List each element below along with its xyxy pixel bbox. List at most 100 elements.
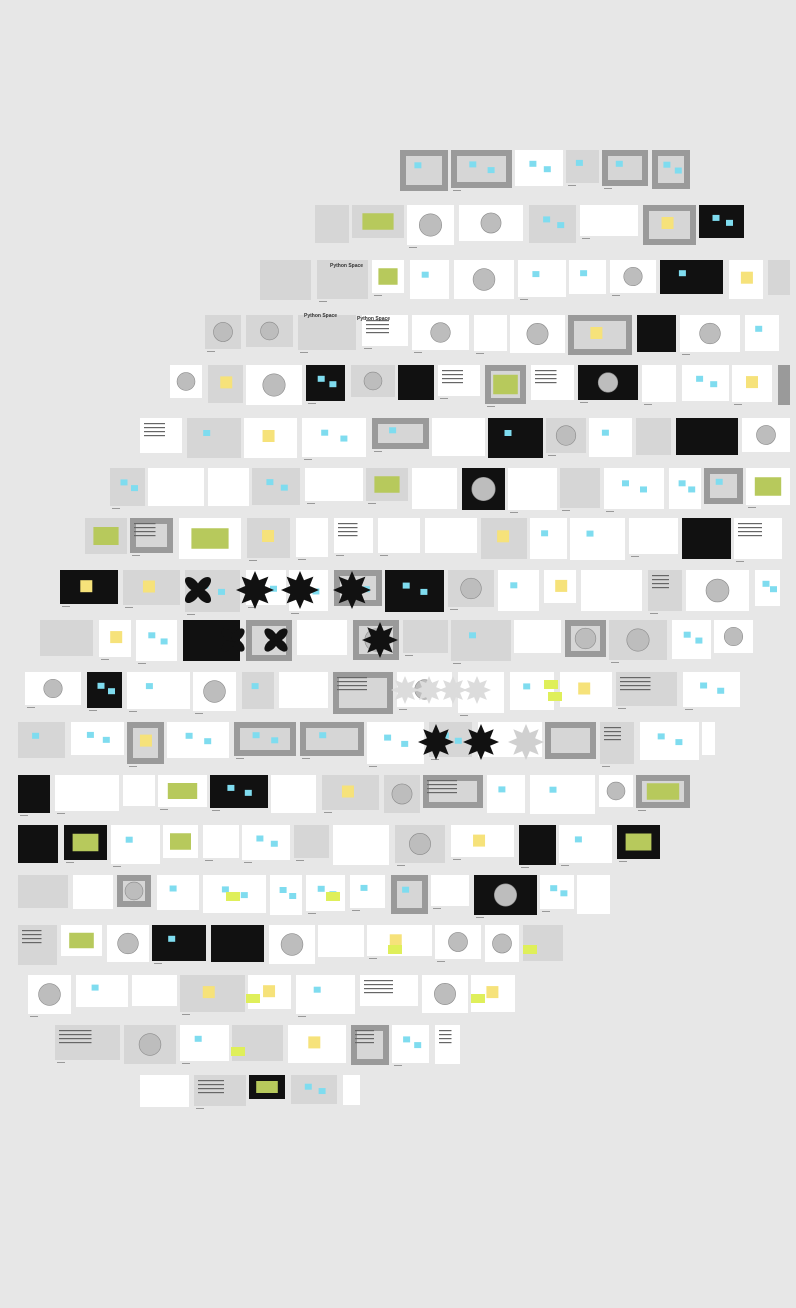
sticky-note bbox=[321, 429, 329, 436]
slide-thumbnail bbox=[636, 775, 690, 811]
sticky-note bbox=[675, 739, 683, 746]
text-line bbox=[535, 370, 557, 372]
frame-label bbox=[298, 1016, 306, 1017]
frame-label bbox=[368, 503, 376, 504]
dot-sphere-image bbox=[492, 933, 512, 954]
slide-frame bbox=[778, 365, 790, 405]
slide-thumbnail bbox=[246, 315, 293, 347]
slide-thumbnail bbox=[136, 620, 177, 664]
slide-frame bbox=[343, 1075, 360, 1105]
sticky-note bbox=[341, 785, 354, 798]
text-line bbox=[59, 1042, 92, 1044]
slide-frame bbox=[40, 620, 93, 656]
star-shape-icon bbox=[463, 724, 499, 760]
frame-label bbox=[187, 614, 195, 615]
dot-sphere-image bbox=[138, 1033, 162, 1056]
dot-sphere-image bbox=[434, 983, 456, 1005]
slide-thumbnail bbox=[249, 1075, 285, 1099]
sticky-note bbox=[384, 734, 392, 741]
slide-frame bbox=[132, 975, 177, 1006]
slide-thumbnail bbox=[566, 150, 599, 186]
slide-thumbnail bbox=[395, 825, 445, 866]
sticky-note bbox=[746, 376, 758, 389]
slide-thumbnail bbox=[435, 1025, 460, 1064]
slide-thumbnail bbox=[296, 518, 328, 560]
frame-label bbox=[405, 655, 413, 656]
text-line bbox=[427, 788, 457, 790]
text-line bbox=[620, 681, 651, 683]
slide-thumbnail bbox=[158, 775, 207, 810]
slide-thumbnail bbox=[302, 418, 366, 460]
sticky-note bbox=[220, 376, 233, 389]
dot-sphere-image bbox=[280, 933, 304, 956]
slide-thumbnail bbox=[248, 975, 291, 1009]
sticky-note bbox=[139, 734, 152, 747]
slide-thumbnail bbox=[602, 150, 648, 189]
petal bbox=[196, 576, 212, 592]
slide-thumbnail bbox=[778, 365, 790, 405]
frame-label bbox=[298, 559, 306, 560]
star-body bbox=[333, 571, 371, 609]
sticky-note bbox=[688, 486, 696, 493]
sticky-note bbox=[402, 886, 410, 893]
slide-thumbnail bbox=[157, 875, 199, 910]
sticky-note bbox=[715, 478, 723, 485]
sticky-note bbox=[529, 160, 537, 167]
slide-thumbnail bbox=[333, 825, 389, 865]
text-line bbox=[442, 378, 463, 380]
sticky-note bbox=[550, 885, 558, 892]
sticky-note bbox=[304, 1083, 312, 1090]
slide-thumbnail bbox=[599, 775, 633, 807]
sticky-note bbox=[240, 892, 248, 899]
text-line bbox=[134, 523, 156, 525]
slide-frame bbox=[435, 1025, 460, 1064]
inner-panel bbox=[378, 424, 423, 443]
slide-frame bbox=[580, 205, 638, 236]
slide-thumbnail bbox=[742, 418, 790, 452]
sticky-note bbox=[695, 637, 703, 644]
slide-thumbnail bbox=[531, 365, 574, 400]
sticky-note bbox=[663, 161, 671, 168]
sticky-note bbox=[169, 885, 177, 892]
slide-frame bbox=[604, 468, 664, 509]
sticky-note bbox=[317, 375, 325, 382]
frame-label bbox=[618, 708, 626, 709]
dot-sphere-image bbox=[43, 678, 63, 699]
frame-label bbox=[685, 709, 693, 710]
slide-frame bbox=[110, 468, 145, 506]
text-line bbox=[338, 527, 358, 529]
dot-sphere-image bbox=[176, 372, 196, 391]
sticky-note bbox=[266, 479, 274, 486]
text-line bbox=[442, 374, 463, 376]
frame-label bbox=[437, 961, 445, 962]
text-line bbox=[355, 1042, 374, 1044]
dot-sphere-image bbox=[213, 322, 233, 342]
frame-label bbox=[561, 865, 569, 866]
text-line bbox=[738, 531, 762, 533]
dot-sphere-image bbox=[117, 932, 139, 955]
petal bbox=[184, 588, 200, 604]
slide-frame bbox=[211, 925, 264, 962]
frame-label bbox=[27, 707, 35, 708]
slide-thumbnail bbox=[194, 1075, 246, 1109]
text-line bbox=[134, 531, 156, 533]
sticky-note bbox=[555, 579, 568, 592]
petal bbox=[221, 628, 235, 642]
slide-thumbnail bbox=[459, 205, 523, 241]
frame-label bbox=[154, 963, 162, 964]
slide-frame bbox=[669, 468, 701, 509]
dot-sphere-image bbox=[493, 883, 517, 907]
sticky-note bbox=[227, 784, 235, 791]
slide-frame bbox=[180, 1025, 229, 1061]
inner-panel bbox=[429, 781, 477, 802]
sticky-note bbox=[661, 217, 674, 229]
slide-frame bbox=[640, 722, 699, 760]
sticky-note bbox=[280, 484, 288, 491]
frame-label bbox=[580, 402, 588, 403]
sticky-note bbox=[262, 430, 275, 442]
slide-thumbnail bbox=[600, 722, 634, 767]
dot-sphere-image bbox=[363, 371, 383, 391]
slide-thumbnail bbox=[64, 825, 107, 863]
